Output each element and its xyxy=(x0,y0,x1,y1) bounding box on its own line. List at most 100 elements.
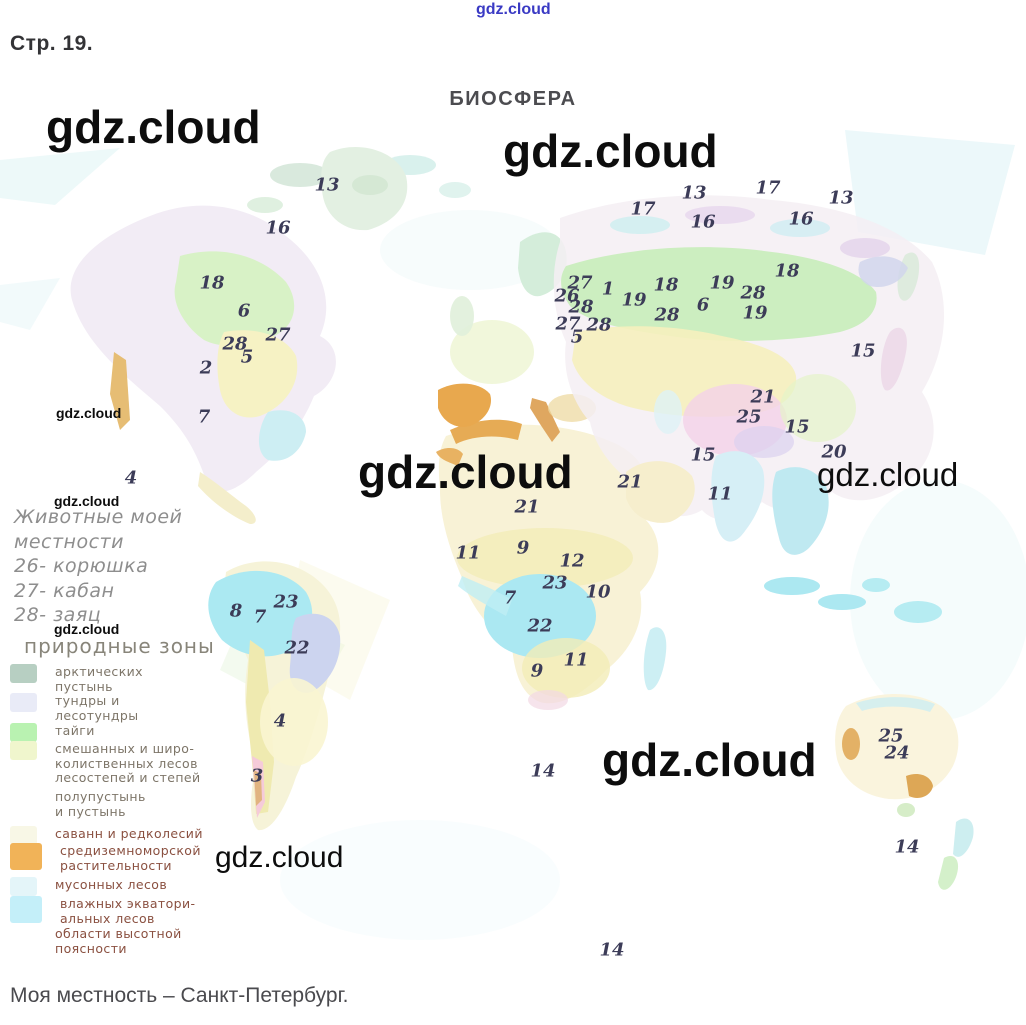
map-number: 19 xyxy=(621,289,647,311)
map-number: 17 xyxy=(755,177,781,199)
map-number: 13 xyxy=(681,182,707,204)
map-number: 11 xyxy=(563,649,589,671)
legend-label: средиземноморской растительности xyxy=(60,843,201,873)
map-number: 18 xyxy=(774,260,800,282)
legend-swatch xyxy=(10,723,37,742)
legend-item: тундры и лесотундры xyxy=(10,693,139,723)
map-number: 23 xyxy=(273,591,299,613)
map-number: 16 xyxy=(690,211,716,233)
legend-swatch xyxy=(10,693,37,712)
map-number: 6 xyxy=(696,294,710,316)
legend-swatch xyxy=(10,896,42,923)
map-number: 21 xyxy=(514,496,540,518)
watermark-small-1: gdz.cloud xyxy=(56,405,122,421)
note-line: 26- корюшка xyxy=(14,555,149,577)
watermark-big-mid: gdz.cloud xyxy=(358,446,573,498)
legend-item: мусонных лесов xyxy=(10,877,168,896)
watermark-small-2: gdz.cloud xyxy=(54,493,120,509)
map-number: 28 xyxy=(740,282,766,304)
map-number: 7 xyxy=(253,606,267,628)
note-line: 28- заяц xyxy=(14,604,102,626)
legend-item: тайги xyxy=(10,723,95,742)
map-number: 3 xyxy=(250,765,264,787)
legend-item: лесостепей и степей xyxy=(10,770,201,789)
legend-swatch xyxy=(10,741,37,760)
map-number: 5 xyxy=(570,326,584,348)
map-number: 13 xyxy=(314,174,340,196)
map-number: 27 xyxy=(555,313,581,335)
legend-item: полупустынь и пустынь xyxy=(10,789,146,819)
map-number: 6 xyxy=(237,300,251,322)
legend-swatch xyxy=(10,664,37,683)
legend-label: тайги xyxy=(55,723,95,738)
legend-label: смешанных и широ-колиственных лесов xyxy=(55,741,198,771)
map-number: 25 xyxy=(878,725,904,747)
map-number: 14 xyxy=(894,836,920,858)
map-number: 18 xyxy=(653,274,679,296)
map-number: 28 xyxy=(568,296,594,318)
map-number: 5 xyxy=(240,346,254,368)
map-number: 19 xyxy=(709,272,735,294)
map-number: 4 xyxy=(273,710,287,732)
map-number: 7 xyxy=(197,406,211,428)
legend-label: мусонных лесов xyxy=(55,877,168,892)
watermark-big-center: gdz.cloud xyxy=(503,125,718,177)
legend-item: области высотной поясности xyxy=(10,926,182,956)
legend-swatch xyxy=(10,877,37,896)
map-number: 19 xyxy=(742,302,768,324)
map-number: 16 xyxy=(265,217,291,239)
map-number: 23 xyxy=(542,572,568,594)
map-number: 22 xyxy=(284,637,310,659)
map-number: 28 xyxy=(586,314,612,336)
map-number: 28 xyxy=(222,333,248,355)
notes: Животные моей местности 26- корюшка 27- каб… xyxy=(14,506,182,629)
watermark-big-left: gdz.cloud xyxy=(46,101,261,153)
map-number: 11 xyxy=(455,542,481,564)
watermark-bottom-left: gdz.cloud xyxy=(215,841,344,874)
map-number: 7 xyxy=(503,587,517,609)
watermark-big-bottom: gdz.cloud xyxy=(602,734,817,786)
page-number: Стр. 19. xyxy=(10,32,94,55)
map-number: 20 xyxy=(821,441,847,463)
map-number: 12 xyxy=(559,550,585,572)
map-number: 27 xyxy=(265,324,291,346)
legend-swatch xyxy=(10,826,37,845)
map-number: 13 xyxy=(828,187,854,209)
map-number: 15 xyxy=(850,340,876,362)
map-number: 14 xyxy=(530,760,556,782)
map-number: 15 xyxy=(784,416,810,438)
legend-label: тундры и лесотундры xyxy=(55,693,139,723)
map-number: 16 xyxy=(788,208,814,230)
legend-label: полупустынь и пустынь xyxy=(55,789,146,819)
map-number: 21 xyxy=(617,471,643,493)
legend-label: арктических пустынь xyxy=(55,664,143,694)
map-number: 21 xyxy=(750,386,776,408)
legend-item: саванн и редколесий xyxy=(10,826,203,845)
map-number: 9 xyxy=(530,660,544,682)
map-title: БИОСФЕРА xyxy=(449,88,577,110)
legend-label: саванн и редколесий xyxy=(55,826,203,841)
legend-label: области высотной поясности xyxy=(55,926,182,956)
legend-item: средиземноморской растительности xyxy=(10,843,201,873)
map-number: 25 xyxy=(736,406,762,428)
map-number: 27 xyxy=(567,272,593,294)
map-number: 15 xyxy=(690,444,716,466)
watermark-top: gdz.cloud xyxy=(476,1,551,18)
map-number: 4 xyxy=(124,467,138,489)
legend-swatch xyxy=(10,926,37,945)
map-number: 17 xyxy=(630,198,656,220)
legend-title: природные зоны xyxy=(24,634,215,658)
note-line: местности xyxy=(14,530,124,553)
legend-swatch xyxy=(10,843,42,870)
footer-text: Моя местность – Санкт-Петербург. xyxy=(10,984,349,1007)
legend-label: влажных экватори-альных лесов xyxy=(60,896,196,926)
legend-label: лесостепей и степей xyxy=(55,770,201,785)
map-number: 22 xyxy=(527,615,553,637)
legend-item: арктических пустынь xyxy=(10,664,143,694)
map-number: 9 xyxy=(516,537,530,559)
map-number: 2 xyxy=(199,357,213,379)
legend-item: смешанных и широ-колиственных лесов xyxy=(10,741,198,771)
legend-swatch xyxy=(10,789,37,808)
map-number: 11 xyxy=(707,483,733,505)
